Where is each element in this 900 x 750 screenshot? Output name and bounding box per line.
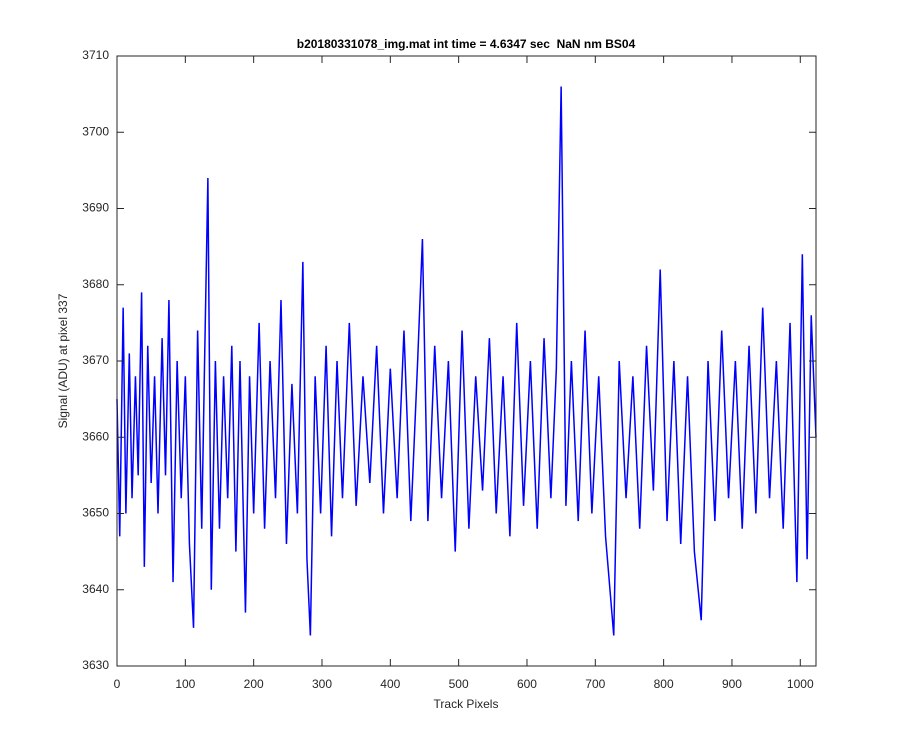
y-tick-label: 3650 (82, 506, 109, 520)
y-tick-label: 3700 (82, 124, 109, 138)
chart-title: b20180331078_img.mat int time = 4.6347 s… (297, 37, 636, 51)
y-tick-label: 3690 (82, 201, 109, 215)
y-tick-label: 3680 (82, 277, 109, 291)
x-tick-label: 1000 (787, 677, 814, 691)
y-tick-label: 3640 (82, 582, 109, 596)
x-tick-label: 700 (585, 677, 605, 691)
x-tick-label: 800 (654, 677, 674, 691)
x-tick-label: 0 (114, 677, 121, 691)
x-tick-label: 300 (312, 677, 332, 691)
x-tick-label: 500 (449, 677, 469, 691)
x-tick-label: 400 (380, 677, 400, 691)
x-tick-label: 200 (244, 677, 264, 691)
data-line (116, 86, 817, 636)
y-axis-label: Signal (ADU) at pixel 337 (56, 293, 70, 428)
x-tick-label: 100 (175, 677, 195, 691)
y-tick-label: 3630 (82, 658, 109, 672)
y-tick-label: 3660 (82, 429, 109, 443)
plot (116, 86, 817, 636)
x-axis-label: Track Pixels (434, 697, 499, 711)
x-tick-label: 900 (722, 677, 742, 691)
y-tick-label: 3670 (82, 353, 109, 367)
plot-area (117, 56, 816, 666)
y-tick-label: 3710 (82, 48, 109, 62)
x-tick-label: 600 (517, 677, 537, 691)
